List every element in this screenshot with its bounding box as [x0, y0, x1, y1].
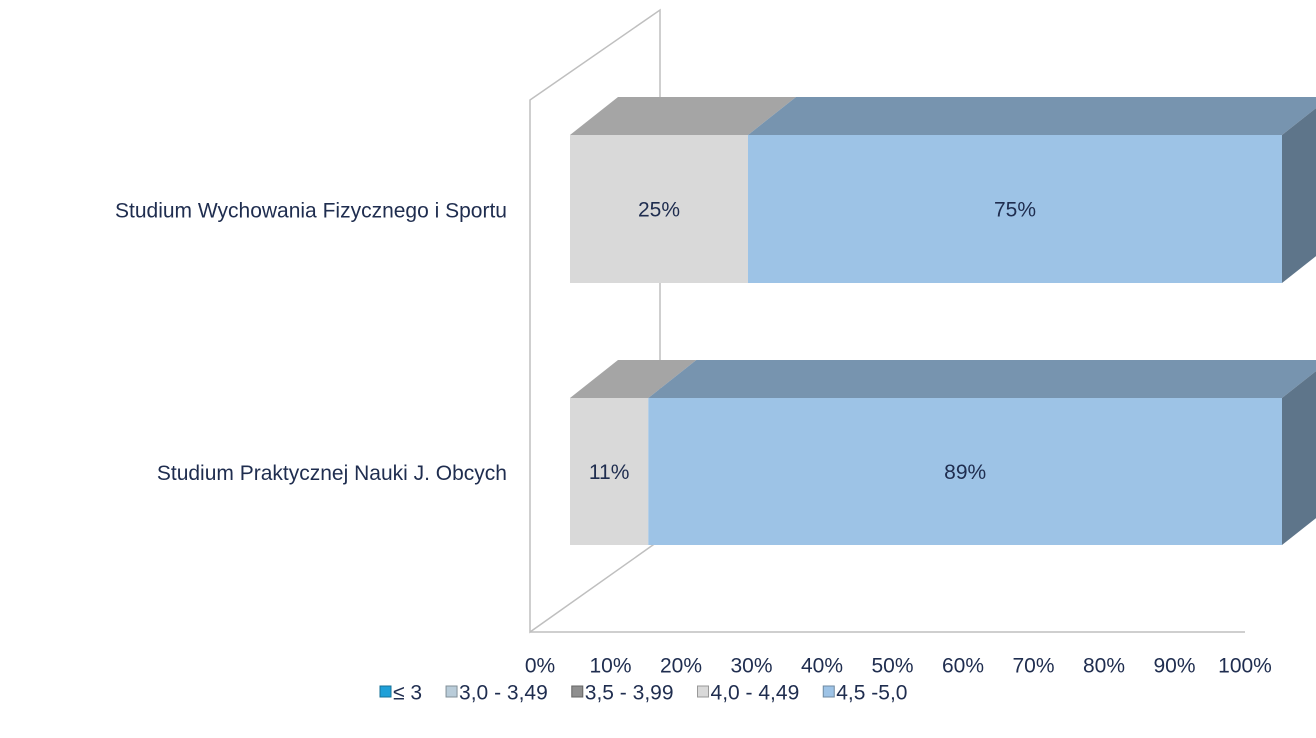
legend-label: 4,0 - 4,49 [711, 682, 800, 705]
x-tick-label: 20% [660, 655, 702, 678]
category-label: Studium Praktycznej Nauki J. Obcych [157, 462, 507, 485]
legend-swatch [379, 685, 392, 698]
bar [570, 135, 748, 283]
x-tick-label: 100% [1218, 655, 1272, 678]
data-label: 75% [994, 199, 1036, 222]
data-label: 25% [638, 199, 680, 222]
legend-label: ≤ 3 [393, 682, 422, 705]
bar [570, 398, 649, 545]
x-tick-label: 40% [801, 655, 843, 678]
bar-top [570, 360, 697, 398]
bar [748, 135, 1282, 283]
legend-swatch [445, 685, 458, 698]
data-label: 11% [589, 461, 629, 484]
x-tick-label: 50% [871, 655, 913, 678]
legend-swatch [697, 685, 710, 698]
legend-label: 3,0 - 3,49 [459, 682, 548, 705]
bar [648, 398, 1282, 545]
bar-side [1282, 108, 1316, 283]
bar-side [1282, 371, 1316, 545]
x-tick-label: 0% [525, 655, 555, 678]
x-tick-label: 60% [942, 655, 984, 678]
legend-label: 3,5 - 3,99 [585, 682, 674, 705]
x-tick-label: 70% [1012, 655, 1054, 678]
bar-top [748, 97, 1316, 135]
x-tick-label: 30% [730, 655, 772, 678]
category-label: Studium Wychowania Fizycznego i Sportu [115, 200, 507, 223]
bar-top [570, 97, 796, 135]
x-tick-label: 90% [1153, 655, 1195, 678]
bar-top [648, 360, 1316, 398]
legend-swatch [822, 685, 835, 698]
legend-label: 4,5 -5,0 [836, 682, 907, 705]
x-tick-label: 10% [589, 655, 631, 678]
x-tick-label: 80% [1083, 655, 1125, 678]
data-label: 89% [944, 461, 986, 484]
legend-swatch [571, 685, 584, 698]
